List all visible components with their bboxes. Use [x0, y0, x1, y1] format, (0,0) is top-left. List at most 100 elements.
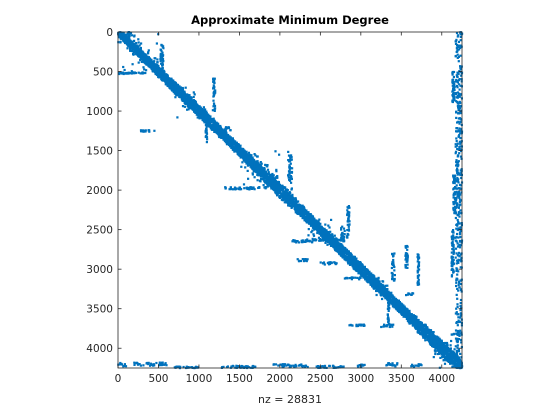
diagonal-point — [271, 182, 274, 185]
diagonal-point — [264, 171, 267, 174]
diagonal-point — [378, 288, 381, 291]
diagonal-point — [359, 265, 362, 268]
diagonal-point — [309, 215, 312, 218]
diagonal-point — [304, 217, 307, 220]
diagonal-point — [362, 271, 365, 275]
diagonal-point — [184, 102, 187, 105]
diagonal-point — [278, 183, 281, 187]
diagonal-point — [361, 264, 364, 267]
diagonal-point — [347, 257, 351, 260]
diagonal-point — [405, 317, 409, 320]
diagonal-point — [248, 154, 251, 157]
diagonal-point — [169, 80, 172, 83]
diagonal-point — [201, 118, 204, 122]
diagonal-point — [165, 82, 169, 85]
diagonal-point — [289, 199, 293, 203]
diagonal-point — [252, 169, 255, 172]
diagonal-point — [131, 48, 134, 51]
diagonal-point — [288, 193, 291, 196]
diagonal-point — [307, 214, 310, 217]
diagonal-point — [307, 222, 311, 225]
diagonal-point — [152, 62, 156, 65]
diagonal-point — [202, 117, 205, 120]
diagonal-point — [353, 267, 356, 270]
diagonal-point — [262, 172, 265, 175]
diagonal-point — [159, 76, 162, 79]
diagonal-point — [344, 247, 347, 250]
diagonal-point — [330, 242, 333, 246]
diagonal-point — [295, 203, 298, 206]
diagonal-point — [167, 81, 170, 85]
diagonal-point — [299, 214, 302, 218]
diagonal-point — [196, 109, 199, 112]
diagonal-point — [370, 281, 374, 284]
diagonal-point — [342, 254, 345, 257]
diagonal-point — [294, 202, 297, 205]
diagonal-point — [273, 181, 276, 184]
diagonal-point — [291, 195, 294, 198]
diagonal-point — [309, 224, 313, 227]
diagonal-point — [328, 241, 331, 244]
diagonal-point — [402, 315, 405, 318]
diagonal-point — [354, 263, 357, 266]
diagonal-point — [326, 241, 330, 244]
diagonal-point — [151, 60, 154, 63]
diagonal-point — [332, 236, 335, 239]
diagonal-point — [238, 148, 241, 151]
diagonal-point — [212, 125, 215, 128]
diagonal-point — [264, 181, 267, 184]
diagonal-point — [169, 78, 172, 81]
diagonal-point — [350, 253, 353, 256]
diagonal-point — [358, 265, 361, 268]
diagonal-point — [384, 295, 387, 298]
diagonal-point — [194, 104, 197, 107]
diagonal-point — [416, 321, 419, 324]
diagonal-point — [336, 242, 339, 246]
diagonal-point — [272, 179, 276, 182]
diagonal-point — [287, 198, 290, 201]
diagonal-point — [185, 94, 188, 97]
diagonal-point — [150, 59, 153, 62]
diagonal-point — [409, 316, 412, 319]
diagonal-point — [313, 228, 316, 231]
diagonal-point — [141, 56, 144, 59]
diagonal-point — [209, 118, 212, 121]
diagonal-point — [408, 309, 411, 312]
diagonal-point — [278, 194, 281, 197]
diagonal-point — [407, 321, 410, 324]
diagonal-point — [397, 307, 400, 311]
diagonal-point — [283, 201, 286, 204]
diagonal-point — [157, 74, 160, 77]
diagonal-point — [188, 104, 191, 108]
diagonal-point — [222, 130, 225, 133]
diagonal-point — [142, 57, 145, 60]
diagonal-point — [140, 51, 143, 54]
diagonal-point — [338, 253, 341, 256]
diagonal-point — [212, 118, 215, 121]
diagonal-point — [310, 221, 314, 224]
diagonal-point — [361, 269, 364, 273]
diagonal-point — [395, 298, 398, 302]
diagonal-point — [276, 194, 279, 197]
diagonal-point — [161, 78, 164, 81]
diagonal-point — [172, 80, 175, 84]
diagonal-point — [286, 189, 289, 192]
diagonal-point — [199, 106, 202, 110]
diagonal-point — [233, 150, 236, 153]
diagonal-point — [271, 179, 274, 182]
diagonal-point — [350, 259, 353, 262]
diagonal-point — [372, 283, 375, 286]
diagonal-point — [277, 191, 280, 195]
diagonal-point — [300, 205, 303, 208]
diagonal-point — [258, 163, 261, 166]
diagonal-point — [144, 55, 147, 58]
diagonal-point — [417, 321, 421, 324]
diagonal-point — [285, 201, 288, 204]
diagonal-point — [303, 214, 306, 217]
diagonal-point — [229, 143, 232, 147]
diagonal-point — [367, 276, 370, 280]
diagonal-point — [240, 153, 243, 156]
diagonal-point — [191, 103, 194, 106]
diagonal-point — [302, 210, 305, 213]
diagonal-point — [132, 43, 135, 46]
